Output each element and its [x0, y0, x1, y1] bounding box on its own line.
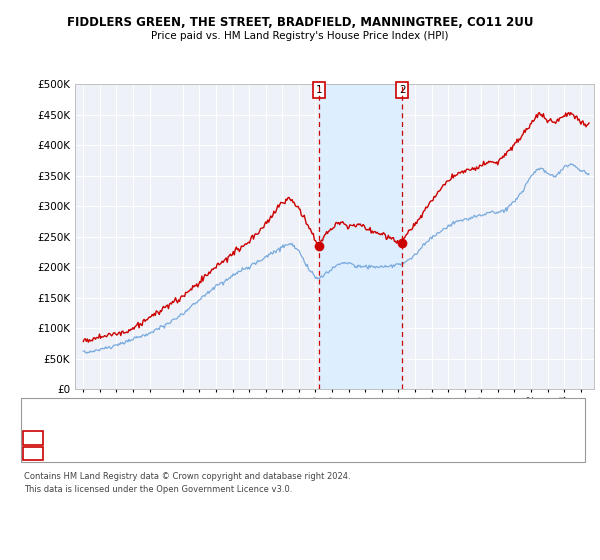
Text: HPI: Average price, detached house, Tendring: HPI: Average price, detached house, Tend… [63, 414, 269, 423]
Text: FIDDLERS GREEN, THE STREET, BRADFIELD, MANNINGTREE, CO11 2UU (detached house): FIDDLERS GREEN, THE STREET, BRADFIELD, M… [63, 403, 464, 412]
Text: 1: 1 [29, 433, 37, 443]
Text: 31% ↑ HPI: 31% ↑ HPI [372, 433, 427, 443]
Text: Price paid vs. HM Land Registry's House Price Index (HPI): Price paid vs. HM Land Registry's House … [151, 31, 449, 41]
Text: 27-MAR-2014: 27-MAR-2014 [99, 449, 169, 459]
Text: 24-MAR-2009: 24-MAR-2009 [99, 433, 169, 443]
Text: 2: 2 [399, 85, 406, 95]
Text: £235,000: £235,000 [252, 433, 301, 443]
Text: £240,000: £240,000 [252, 449, 301, 459]
Text: 2: 2 [29, 449, 37, 459]
Text: 1: 1 [316, 85, 323, 95]
Text: Contains HM Land Registry data © Crown copyright and database right 2024.
This d: Contains HM Land Registry data © Crown c… [24, 472, 350, 494]
Text: ——: —— [33, 400, 61, 414]
Text: 17% ↑ HPI: 17% ↑ HPI [372, 449, 427, 459]
Text: FIDDLERS GREEN, THE STREET, BRADFIELD, MANNINGTREE, CO11 2UU: FIDDLERS GREEN, THE STREET, BRADFIELD, M… [67, 16, 533, 29]
Text: ——: —— [33, 411, 61, 426]
Bar [319, 84, 402, 389]
